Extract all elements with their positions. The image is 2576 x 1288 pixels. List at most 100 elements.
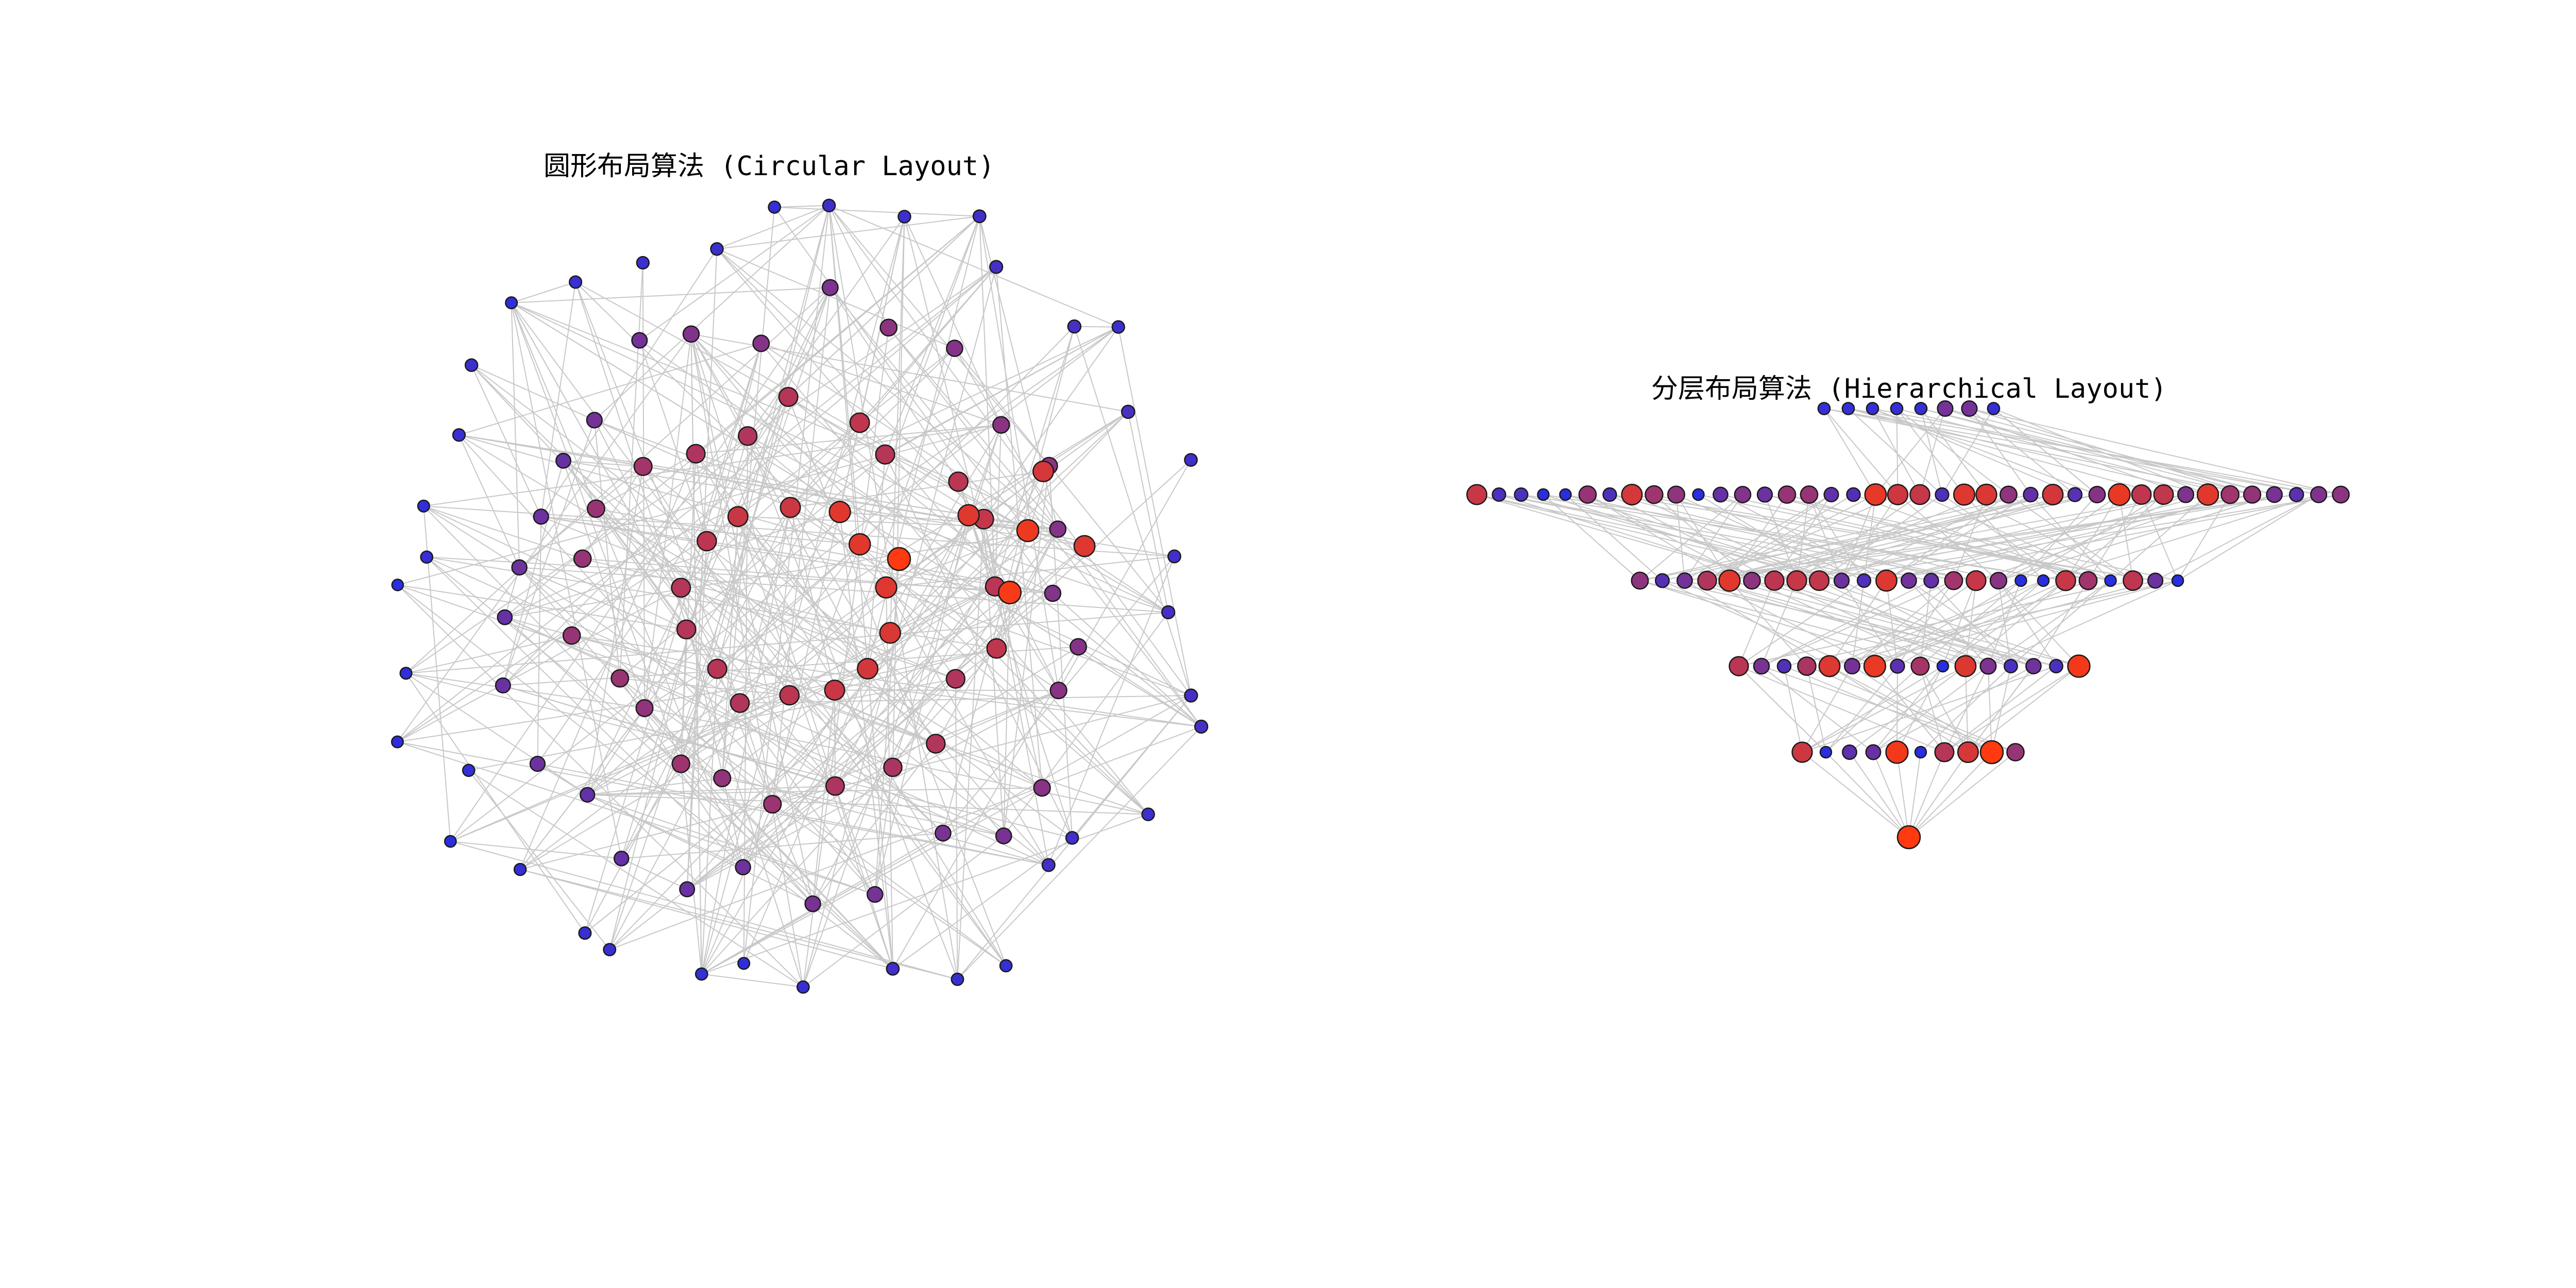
hierarchical-node [2131,484,2152,505]
circular-edge [503,646,1079,686]
hierarchical-edge [1874,666,1945,753]
hierarchical-node [2006,743,2025,761]
hierarchical-node [1910,656,1930,676]
hierarchical-edge [1886,494,2208,581]
circular-edge [397,587,682,742]
hierarchical-edge [1993,408,2098,495]
circular-edge [609,703,740,950]
circular-edge [450,841,622,859]
hierarchical-node [1655,573,1670,588]
circular-edge [835,786,876,895]
circular-edge [587,777,722,795]
circular-edge [397,424,1002,586]
hierarchical-node [1999,485,2018,504]
circular-edge [737,397,789,517]
hierarchical-edge [1886,494,2031,581]
hierarchical-edge [1998,580,2079,667]
hierarchical-edge [1993,408,2208,495]
circular-edge [504,617,1049,866]
hierarchical-edge [1639,494,1743,581]
hierarchical-edge [1684,494,1743,581]
circular-node [779,497,801,518]
hierarchical-edge [1969,408,2252,495]
circular-node [735,859,751,876]
circular-edge [468,770,804,988]
hierarchical-node [2266,486,2283,503]
circular-node [951,972,964,986]
hierarchical-edge [2177,494,2319,581]
circular-edge [829,287,1028,531]
circular-node [707,658,727,679]
circular-edge [954,348,1169,613]
circular-edge [511,287,831,303]
circular-node [935,824,952,842]
hierarchical-edge [1738,580,1775,667]
circular-node [849,533,871,556]
circular-edge [471,364,791,508]
hierarchical-node [1697,570,1717,591]
hierarchical-node [1466,484,1487,505]
hierarchical-node [1537,488,1550,501]
hierarchical-node [1975,483,1997,506]
hierarchical-edge [1738,666,1826,753]
circular-edge [790,326,1119,508]
circular-edge [772,804,1007,967]
circular-edge [511,302,718,669]
circular-edge [983,519,1005,836]
circular-edge [834,689,1059,691]
circular-edge [520,695,1192,870]
circular-node [513,862,527,876]
circular-edge [503,685,836,787]
hierarchical-edge [1609,494,2156,581]
hierarchical-edge [1565,494,1663,581]
circular-edge [690,333,791,508]
circular-edge [537,763,1049,866]
circular-node [821,279,839,296]
circular-edge [772,287,831,805]
hierarchical-edge [1944,666,2079,753]
hierarchical-node [2243,485,2262,504]
hierarchical-edge [1784,666,1803,753]
hierarchical-edge [1852,580,1954,667]
circular-edge [594,420,621,679]
hierarchical-edge [1920,666,2011,753]
circular-node [578,926,592,940]
hierarchical-node [1923,572,1939,589]
circular-node [1194,719,1209,734]
circular-edge [886,411,1129,588]
hierarchical-edge [1872,408,2097,495]
hierarchical-node [1934,742,1955,762]
circular-node [738,426,758,446]
circular-edge [701,648,997,975]
circular-edge [459,434,900,560]
circular-edge [1117,327,1192,696]
hierarchical-node [1875,569,1897,592]
hierarchical-edge [1707,494,2053,581]
circular-edge [835,515,969,787]
circular-node [686,444,706,464]
circular-edge [596,508,868,669]
hierarchical-edge [1823,408,1876,495]
hierarchical-edge [1988,580,2111,667]
circular-edge [621,858,688,890]
circular-node [671,754,690,773]
circular-node [497,609,513,625]
circular-node [972,209,987,224]
hierarchical-edge [1841,580,1898,667]
hierarchical-edge [1806,666,1826,753]
hierarchical-edge [1908,752,1969,838]
circular-node [727,506,749,528]
hierarchical-node [1842,744,1857,760]
hierarchical-edge [1824,408,2319,495]
circular-edge [504,617,1004,837]
hierarchical-node [2108,483,2131,506]
circular-edge [994,586,1059,691]
circular-node [948,471,969,492]
circular-edge [996,529,1059,649]
hierarchical-edge [1825,752,1909,838]
circular-node [926,734,946,754]
hierarchical-edge [1823,408,1899,495]
circular-edge [742,425,1002,868]
hierarchical-edge [1784,666,1992,753]
circular-node [1184,688,1198,703]
